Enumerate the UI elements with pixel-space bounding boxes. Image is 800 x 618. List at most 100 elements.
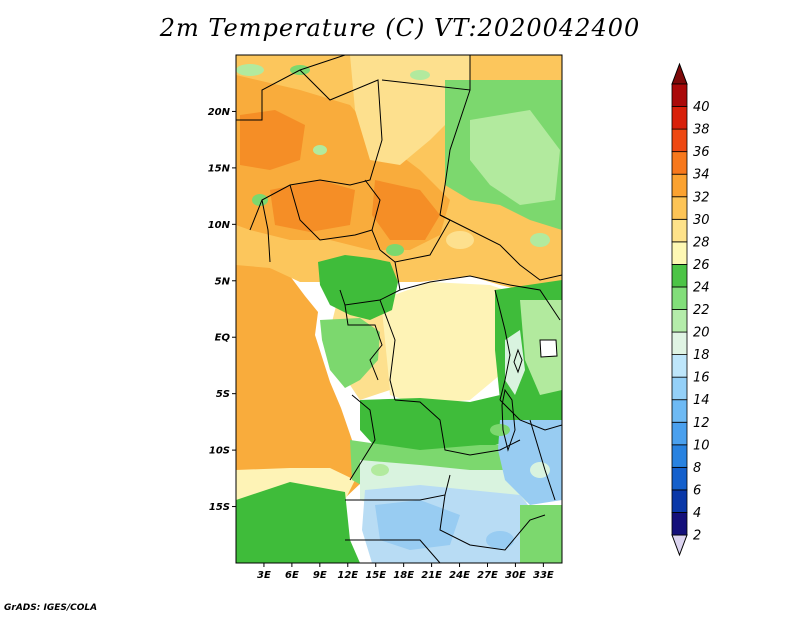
x-tick-label: 15E	[365, 570, 386, 581]
y-tick-label: EQ	[215, 333, 231, 344]
x-tick-label: 24E	[449, 570, 470, 581]
border-line-6	[439, 214, 562, 281]
border-line-2	[249, 69, 383, 231]
border-line-5	[364, 179, 451, 263]
colorbar-swatch	[671, 421, 688, 446]
sudan-green-light	[470, 110, 560, 205]
colorbar-swatch	[671, 331, 688, 355]
y-tick-label: 10N	[208, 220, 231, 231]
border-line-17	[345, 474, 451, 501]
colorbar-label: 18	[693, 348, 710, 363]
congo-basin-pale	[380, 282, 520, 405]
colorbar-label: 24	[693, 280, 710, 295]
southwest-green	[236, 482, 360, 563]
colorbar-label: 20	[693, 326, 710, 341]
speckle-patch-10	[530, 462, 550, 478]
y-tick-label: 15N	[208, 163, 231, 174]
colorbar-label: 38	[693, 123, 710, 138]
colorbar-label: 16	[693, 371, 710, 386]
colorbar-label: 36	[693, 145, 710, 160]
southeast-green	[520, 505, 562, 563]
temperature-field	[236, 55, 562, 563]
border-line-12	[379, 299, 396, 401]
border-line-16	[349, 394, 376, 481]
colorbar-swatch	[671, 309, 688, 333]
drc-south-green	[360, 395, 520, 455]
colorbar-label: 6	[693, 483, 701, 498]
gabon-green	[320, 318, 380, 388]
colorbar-label: 4	[693, 506, 701, 521]
border-line-8	[289, 184, 373, 241]
speckle-patch-8	[530, 233, 550, 247]
y-tick-label: 20N	[208, 107, 231, 118]
ocean-region	[236, 263, 362, 500]
x-tick-label: 21E	[421, 570, 442, 581]
colorbar-swatch	[671, 466, 688, 491]
colorbar-swatch	[671, 286, 688, 310]
border-line-4	[439, 89, 471, 216]
colorbar-under-triangle	[671, 534, 688, 557]
niger-hot	[270, 180, 355, 232]
cameroon-green	[318, 255, 398, 320]
colorbar-label: 2	[693, 529, 701, 544]
colorbar-label: 14	[693, 393, 710, 408]
colorbar-swatch	[671, 376, 688, 401]
speckle-patch-7	[446, 231, 474, 249]
speckle-patch-6	[386, 244, 404, 256]
colorbar-label: 8	[693, 461, 701, 476]
colorbar-label: 32	[693, 190, 710, 205]
border-line-21	[529, 419, 556, 501]
colorbar-swatch	[671, 196, 688, 220]
x-tick-label: 30E	[505, 570, 526, 581]
speckle-patch-11	[486, 531, 514, 549]
north-pale	[350, 55, 470, 165]
speckle-patch-12	[371, 464, 389, 476]
colorbar-label: 26	[693, 258, 710, 273]
x-tick-label: 6E	[285, 570, 299, 581]
border-line-1	[236, 55, 346, 121]
colorbar-swatch	[671, 241, 688, 265]
longitude-axis: 3E 6E 9E 12E 15E 18E 21E 24E 27E 30E 33E	[257, 563, 554, 581]
colorbar-swatch	[671, 512, 688, 536]
colorbar-swatch	[671, 354, 688, 378]
speckle-patch-4	[252, 194, 268, 206]
y-tick-label: 15S	[209, 502, 230, 513]
border-line-10	[399, 275, 511, 291]
colorbar-label: 28	[693, 235, 710, 250]
lake-victoria	[539, 339, 558, 358]
plot-title: 2m Temperature (C) VT:2020042400	[159, 14, 641, 42]
x-tick-label: 18E	[393, 570, 414, 581]
colorbar-label: 40	[693, 100, 710, 115]
speckle-patch-1	[236, 64, 264, 76]
speckle-patch-3	[410, 70, 430, 80]
colorbar-swatch	[671, 128, 688, 153]
colorbar-swatch	[671, 106, 688, 130]
y-tick-label: 5S	[216, 389, 230, 400]
latitude-axis: 20N 15N 10N 5N EQ 5S 10S 15S	[208, 107, 236, 513]
colorbar-label: 22	[693, 303, 710, 318]
x-tick-label: 27E	[477, 570, 498, 581]
colorbar-swatch	[671, 444, 688, 468]
tanzania-cool	[498, 420, 562, 505]
colorbar-over-triangle	[671, 62, 688, 85]
chad-hot	[372, 180, 440, 240]
border-line-19	[345, 539, 441, 563]
colorbar-swatch	[671, 151, 688, 175]
zambia-cool-blue	[375, 500, 460, 550]
colorbar-swatch	[671, 173, 688, 198]
border-line-7	[261, 199, 271, 263]
colorbar-swatch	[671, 489, 688, 513]
border-line-20	[499, 399, 562, 431]
colorbar-label: 12	[693, 416, 710, 431]
lake-albert	[513, 348, 523, 374]
mali-hot	[240, 110, 305, 170]
x-tick-label: 12E	[337, 570, 358, 581]
grads-credit: GrADS: IGES/COLA	[4, 603, 98, 613]
colorbar-label: 10	[693, 438, 710, 453]
x-tick-label: 3E	[257, 570, 271, 581]
x-tick-label: 33E	[533, 570, 554, 581]
speckle-patch-5	[313, 145, 327, 155]
border-line-11	[344, 304, 383, 381]
